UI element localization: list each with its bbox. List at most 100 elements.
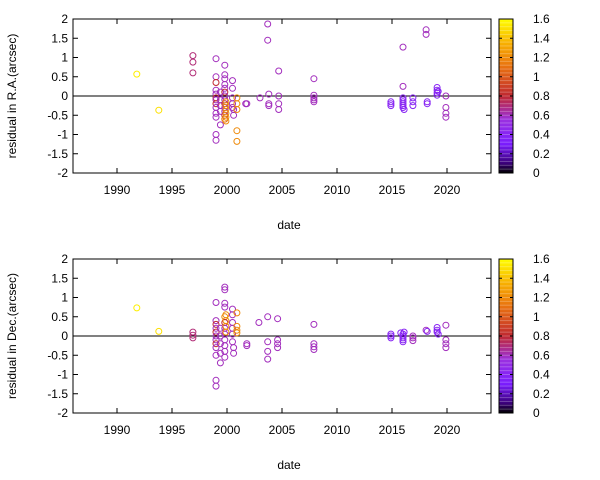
dec-xtick-label: 2005 — [269, 423, 296, 437]
dec-data-point — [423, 327, 431, 335]
ra-data-point — [221, 88, 229, 96]
ra-data-point — [222, 117, 230, 125]
ra-colorbar-label: 0 — [533, 166, 540, 180]
ra-data-point — [310, 91, 318, 99]
dec-colorbar-label: 1 — [533, 310, 540, 324]
dec-data-point — [434, 330, 442, 338]
ra-residual-plot: residual in R.A.(arcsec) date -2 -1.5 -1 -0… — [5, 12, 492, 232]
ra-data-point — [155, 106, 163, 114]
ra-data-point — [212, 113, 220, 121]
ra-data-point — [275, 106, 283, 113]
dec-data-point — [442, 340, 450, 348]
dec-data-point — [422, 326, 430, 334]
ra-colorbar: 0 0.2 0.4 0.6 0.8 1 1.2 1.4 1.6 — [498, 12, 550, 180]
dec-data-point — [442, 336, 450, 344]
dec-data-point — [409, 332, 417, 340]
ra-data-point — [399, 43, 407, 51]
ra-data-point — [212, 79, 220, 86]
dec-data-point — [387, 330, 395, 338]
dec-data-point — [221, 353, 229, 361]
ra-xtick-label: 2005 — [269, 183, 296, 197]
ra-data-point — [399, 102, 407, 110]
ra-colorbar-label: 0.2 — [533, 147, 550, 161]
ra-data-point — [221, 71, 229, 79]
ra-data-point — [310, 94, 318, 102]
dec-data-point — [212, 351, 220, 359]
ra-data-point — [399, 82, 407, 90]
dec-colorbar-label: 0.8 — [533, 329, 550, 343]
ra-ytick-label: 2 — [61, 12, 68, 26]
ra-data-point — [433, 86, 441, 94]
dec-data-point — [230, 344, 238, 352]
dec-data-point — [222, 311, 230, 319]
ra-data-point — [409, 102, 417, 110]
dec-data-point — [409, 337, 417, 345]
dec-data-point — [274, 336, 282, 344]
dec-data-point — [442, 344, 450, 352]
dec-data-point — [229, 330, 236, 338]
dec-data-point — [221, 299, 229, 307]
ra-xtick-label: 1990 — [104, 183, 131, 197]
ra-data-point — [422, 26, 430, 34]
dec-data-point — [233, 309, 241, 317]
ra-ytick-label: 1 — [61, 51, 68, 65]
ra-data-point — [212, 109, 220, 117]
ra-xtick-label: 2010 — [324, 183, 351, 197]
dec-ytick-label: 1 — [61, 291, 68, 305]
ra-data-point — [265, 90, 273, 98]
dec-colorbar-label: 0.2 — [533, 387, 550, 401]
dec-data-point — [212, 317, 220, 325]
ra-data-point — [310, 96, 318, 104]
dec-xtick-label: 2015 — [379, 423, 406, 437]
ra-data-point — [222, 106, 230, 113]
dec-data-point — [216, 349, 224, 357]
dec-ylabel: residual in Dec.(arcsec) — [5, 273, 19, 399]
dec-data-point — [222, 322, 230, 330]
dec-ytick-label: -1 — [57, 368, 68, 382]
ra-data-point — [222, 102, 230, 110]
dec-colorbar: 0 0.2 0.4 0.6 0.8 1 1.2 1.4 1.6 — [498, 252, 550, 420]
dec-data-point — [264, 338, 272, 346]
ra-data-point — [216, 88, 224, 96]
ra-data-point — [433, 89, 441, 97]
dec-data-point — [212, 382, 220, 390]
dec-ytick-label: 2 — [61, 252, 68, 266]
dec-data-point — [212, 324, 220, 332]
dec-xtick-label: 2000 — [214, 423, 241, 437]
ra-data-point — [442, 109, 450, 117]
dec-colorbar-label: 1.6 — [533, 252, 550, 266]
ra-colorbar-label: 1 — [533, 70, 540, 84]
ra-ytick-label: 0.5 — [51, 70, 68, 84]
dec-residual-plot: residual in Dec.(arcsec) date -2 -1.5 -1 -0… — [5, 252, 492, 472]
ra-data-point — [233, 137, 241, 145]
dec-data-point — [409, 334, 417, 342]
ra-data-point — [212, 86, 220, 94]
ra-data-point — [221, 84, 229, 92]
dec-data-point — [243, 340, 251, 348]
dec-data-point — [433, 326, 441, 334]
dec-data-point — [387, 334, 395, 342]
dec-data-point — [229, 338, 236, 346]
ra-data-point — [212, 96, 220, 104]
ra-ytick-label: 0 — [61, 89, 68, 103]
dec-xtick-label: 1995 — [159, 423, 186, 437]
ra-colorbar-label: 0.8 — [533, 89, 550, 103]
ra-data-point — [221, 75, 229, 83]
ra-colorbar-gradient — [499, 19, 513, 173]
dec-data-point — [189, 331, 197, 339]
ra-colorbar-label: 1.4 — [533, 31, 550, 45]
ra-data-point — [216, 121, 224, 129]
dec-data-point — [243, 342, 251, 350]
ra-data-point — [442, 104, 450, 111]
dec-colorbar-label: 0.4 — [533, 368, 550, 382]
ra-data-point — [387, 102, 395, 110]
ra-ytick-label: -0.5 — [47, 108, 68, 122]
dec-data-point — [399, 338, 407, 346]
dec-data-point — [274, 340, 282, 348]
dec-xtick-label: 1990 — [104, 423, 131, 437]
ra-data-point — [212, 136, 220, 144]
ra-data-point — [243, 100, 251, 108]
ra-data-point — [133, 70, 141, 78]
ra-data-point — [233, 100, 241, 108]
ra-xtick-label: 2015 — [379, 183, 406, 197]
